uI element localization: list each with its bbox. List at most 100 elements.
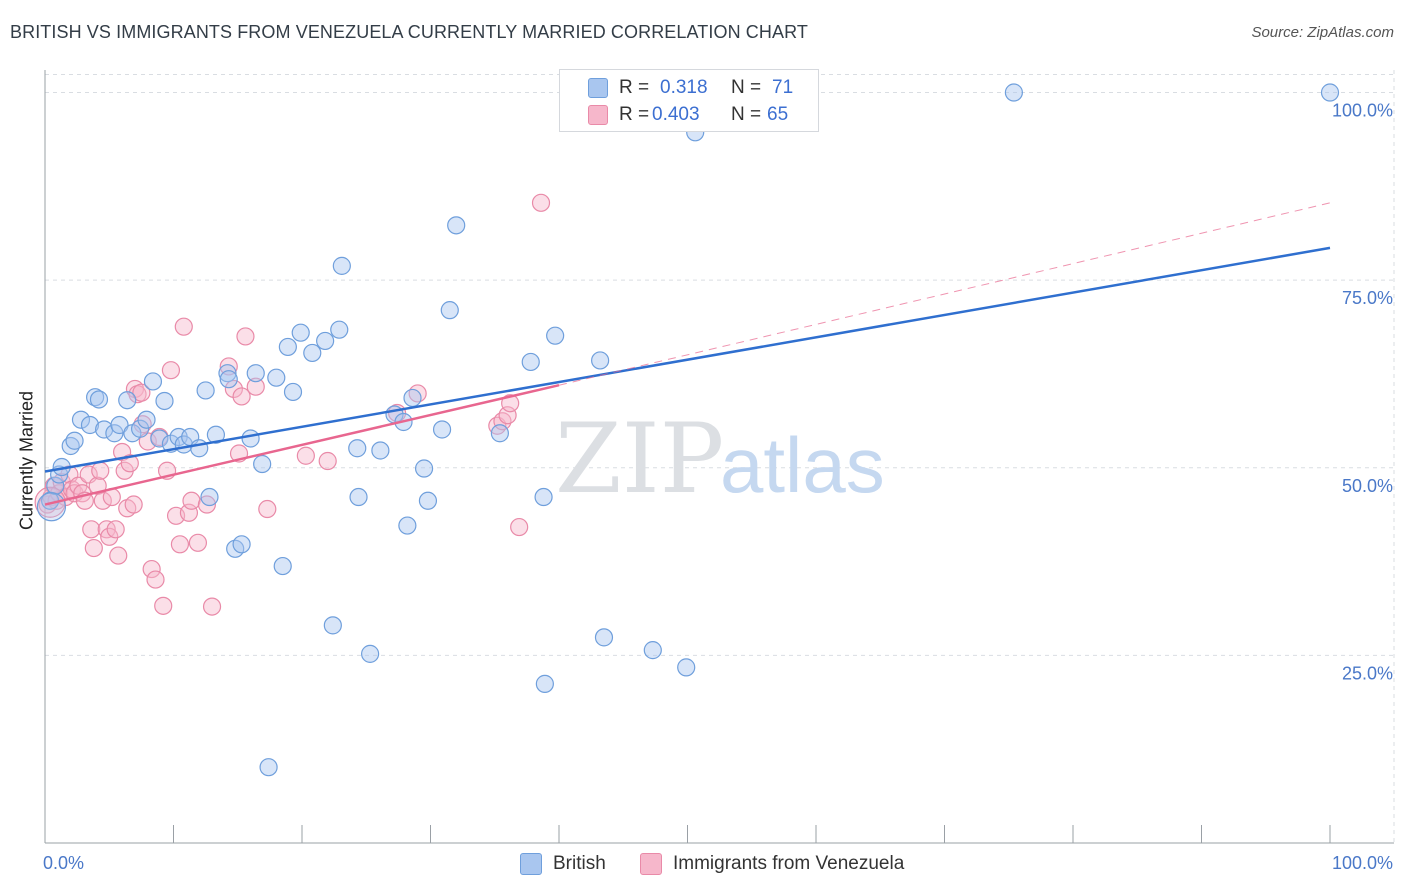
british-point [535, 674, 554, 693]
venezuela-point [106, 520, 125, 539]
legend-r-label: R = [619, 104, 650, 125]
british-point [447, 216, 466, 235]
british-point-cluster [36, 492, 67, 522]
venezuela-point [232, 387, 251, 406]
british-point [273, 556, 292, 576]
british-point [241, 429, 260, 448]
legend-swatch-british [588, 78, 608, 98]
tick-labels: 25.0% 50.0% 75.0% 100.0% 0.0% 100.0% [43, 101, 1393, 873]
british-point [259, 758, 278, 777]
watermark-zip: ZIP [555, 403, 724, 515]
legend-r-value: 0.318 [660, 77, 708, 98]
venezuela-point [531, 193, 551, 212]
british-point [253, 454, 272, 474]
british-point [490, 424, 509, 443]
legend-label-british: British [553, 853, 606, 874]
venezuela-trend-line [44, 383, 560, 506]
british-point [80, 415, 100, 435]
british-point [65, 431, 84, 450]
british-point [232, 535, 251, 554]
watermark-atlas: atlas [720, 421, 885, 509]
british-point [118, 391, 137, 410]
british-point [521, 352, 540, 372]
venezuela-point [154, 596, 173, 615]
venezuela-point [91, 461, 110, 480]
legend-swatch-venezuela [588, 105, 608, 125]
british-point [303, 343, 322, 363]
british-point [206, 425, 226, 444]
legend-n-label: N = [731, 104, 762, 125]
watermark: ZIP atlas [555, 403, 885, 515]
venezuela-point [318, 451, 337, 471]
british-point [361, 644, 380, 663]
venezuela-point [120, 454, 139, 473]
source-label: Source: ZipAtlas.com [1251, 24, 1394, 41]
british-point [371, 441, 390, 460]
correlation-legend: R = 0.318 N = 71 R = 0.403 N = 65 [559, 69, 819, 132]
british-point [89, 390, 109, 409]
british-point [330, 320, 349, 339]
legend-n-label: N = [731, 77, 762, 98]
british-point [534, 487, 553, 507]
british-point [349, 487, 368, 507]
legend-n-value: 65 [767, 104, 789, 125]
venezuela-point [219, 357, 238, 376]
venezuela-point [258, 499, 277, 519]
british-point [594, 628, 614, 647]
venezuela-trend-extension [558, 202, 1331, 386]
venezuela-point [124, 495, 143, 514]
venezuela-point [174, 317, 193, 336]
venezuela-point [146, 570, 165, 589]
legend-r-value: 0.403 [652, 104, 700, 125]
british-point [246, 364, 265, 383]
legend-n-value: 71 [772, 77, 794, 98]
venezuela-point [236, 327, 255, 346]
legend-r-label: R = [619, 77, 650, 98]
venezuela-point [142, 559, 161, 579]
british-point [110, 415, 129, 435]
british-point [591, 351, 610, 370]
british-point [143, 372, 163, 391]
chart-title: BRITISH VS IMMIGRANTS FROM VENEZUELA CUR… [10, 22, 808, 42]
british-point [414, 459, 434, 478]
british-point [196, 381, 215, 400]
british-point [332, 256, 351, 275]
british-point [432, 420, 452, 439]
british-point [643, 641, 662, 660]
legend-label-venezuela: Immigrants from Venezuela [673, 853, 905, 874]
british-point [316, 331, 335, 351]
british-point [267, 368, 286, 387]
british-point [677, 658, 696, 677]
british-point [418, 491, 438, 510]
venezuela-point [510, 517, 529, 537]
venezuela-point [182, 491, 201, 510]
venezuela-point [109, 546, 128, 565]
british-point [190, 439, 209, 458]
axes-layer [44, 70, 1394, 844]
venezuela-point [161, 361, 181, 380]
venezuela-point [224, 379, 243, 399]
venezuela-point [296, 446, 315, 465]
legend-swatch-venezuela [640, 853, 662, 875]
british-point [291, 323, 310, 342]
british-point [130, 419, 150, 438]
british-point [150, 429, 169, 448]
venezuela-point [202, 597, 222, 616]
british-point [1004, 83, 1023, 102]
x-tick-label: 100.0% [1332, 853, 1393, 873]
venezuela-point [82, 520, 101, 539]
venezuela-point [100, 527, 119, 546]
venezuela-point [188, 533, 208, 552]
british-point [155, 391, 174, 411]
british-point [323, 616, 342, 635]
legend-swatch-british [520, 853, 542, 875]
y-tick-label: 25.0% [1342, 663, 1393, 683]
british-point [218, 364, 237, 383]
british-point [46, 476, 65, 495]
venezuela-point [132, 383, 151, 402]
british-point [440, 301, 459, 320]
y-tick-label: 50.0% [1342, 476, 1393, 496]
british-point [283, 382, 303, 402]
british-point [71, 410, 91, 429]
